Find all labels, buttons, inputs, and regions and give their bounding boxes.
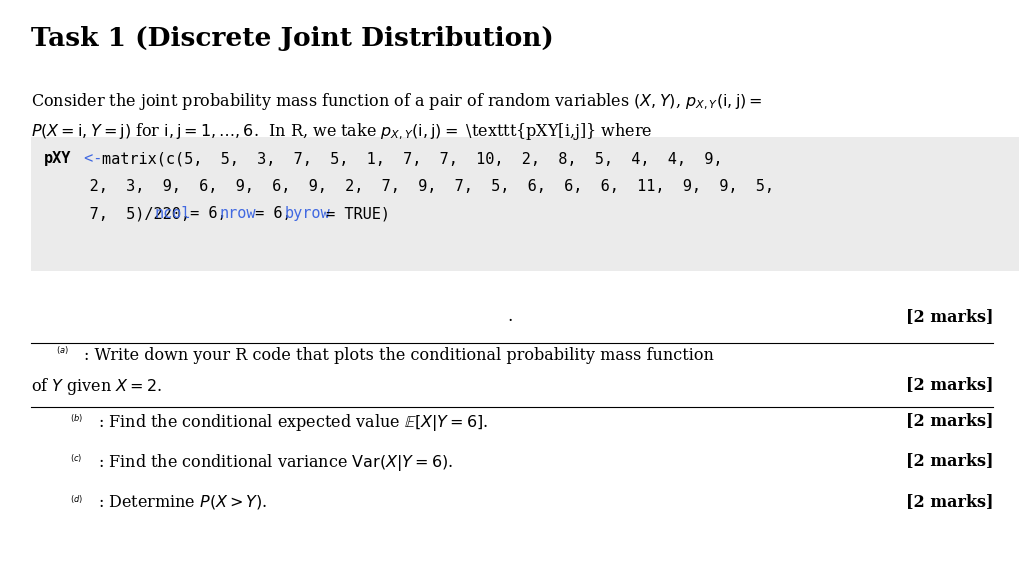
Text: = TRUE): = TRUE) (317, 206, 390, 222)
Text: $_{(c)}$: $_{(c)}$ (70, 452, 82, 465)
Text: Task 1 (Discrete Joint Distribution): Task 1 (Discrete Joint Distribution) (31, 26, 553, 52)
Text: $_{(d)}$: $_{(d)}$ (70, 493, 83, 506)
FancyBboxPatch shape (31, 137, 1019, 271)
Text: $P(X = \mathrm{i}, Y = \mathrm{j})$ for $\mathrm{i}, \mathrm{j} = 1, \ldots, 6$.: $P(X = \mathrm{i}, Y = \mathrm{j})$ for … (31, 121, 652, 142)
Text: : Find the conditional variance $\mathrm{Var}(X|Y = 6)$.: : Find the conditional variance $\mathrm… (98, 452, 454, 473)
Text: [2 marks]: [2 marks] (906, 493, 993, 510)
Text: matrix(c(5,  5,  3,  7,  5,  1,  7,  7,  10,  2,  8,  5,  4,  4,  9,: matrix(c(5, 5, 3, 7, 5, 1, 7, 7, 10, 2, … (101, 151, 722, 166)
Text: = 6,: = 6, (246, 206, 300, 222)
Text: [2 marks]: [2 marks] (906, 376, 993, 393)
Text: 2,  3,  9,  6,  9,  6,  9,  2,  7,  9,  7,  5,  6,  6,  6,  11,  9,  9,  5,: 2, 3, 9, 6, 9, 6, 9, 2, 7, 9, 7, 5, 6, 6… (44, 179, 774, 194)
Text: : Find the conditional expected value $\mathbb{E}[X|Y = 6]$.: : Find the conditional expected value $\… (98, 412, 488, 433)
Text: : Write down your R code that plots the conditional probability mass function: : Write down your R code that plots the … (84, 347, 714, 364)
Text: 7,  5)/220,: 7, 5)/220, (44, 206, 199, 222)
Text: = 6,: = 6, (180, 206, 236, 222)
Text: byrow: byrow (285, 206, 331, 222)
Text: [2 marks]: [2 marks] (906, 308, 993, 325)
Text: $_{(b)}$: $_{(b)}$ (70, 412, 83, 425)
Text: <-: <- (76, 151, 112, 166)
Text: pXY: pXY (44, 151, 72, 166)
Text: of $Y$ given $X = 2$.: of $Y$ given $X = 2$. (31, 376, 162, 397)
Text: [2 marks]: [2 marks] (906, 452, 993, 469)
Text: Consider the joint probability mass function of a pair of random variables $(X, : Consider the joint probability mass func… (31, 91, 762, 112)
Text: $^{(a)}$: $^{(a)}$ (56, 347, 70, 360)
Text: [2 marks]: [2 marks] (906, 412, 993, 429)
Text: ncol: ncol (155, 206, 191, 222)
Text: nrow: nrow (219, 206, 256, 222)
Text: : Determine $P(X > Y)$.: : Determine $P(X > Y)$. (98, 493, 268, 512)
Text: .: . (507, 308, 512, 325)
